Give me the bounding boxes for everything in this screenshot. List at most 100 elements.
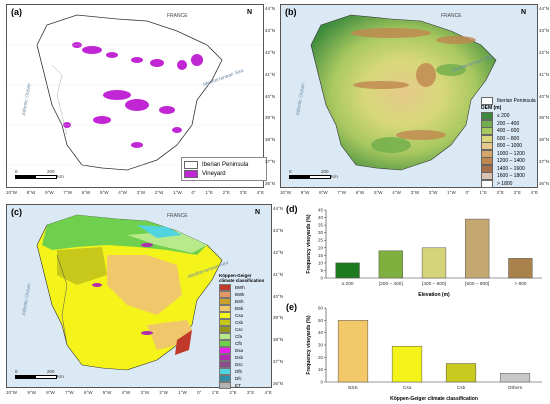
x-tick: 3°E [239, 190, 247, 195]
x-tick: 4°E [256, 190, 264, 195]
y-axis-label: Frequency vineyards (%) [306, 214, 312, 274]
panel-a: (a) N FRANCE Atlantic Ocean Mediterranea… [0, 0, 275, 200]
dem-legend-label: 600 – 800 [497, 135, 520, 142]
kg-legend-label: BWh [235, 285, 245, 290]
scale-zero: 0 [15, 369, 18, 374]
kg-dfb [137, 225, 182, 238]
y-tick: 39°N [265, 115, 276, 121]
kg-legend-label: BSh [235, 299, 244, 304]
panel-d: (d) 0 5 10 15 20 25 30 35 40 45 ≤ 200 [200 – 400] [4… [286, 204, 548, 298]
dem-legend-label: 1400 – 1600 [497, 165, 525, 172]
x-tick: 6°W [355, 190, 365, 195]
scale-bar [289, 175, 331, 179]
panel-b: (b) N FRANCE Atlantic Ocean Mediterranea… [278, 0, 550, 200]
x-tick: 0° [197, 390, 202, 395]
dem-legend-label: 800 – 1000 [497, 143, 523, 150]
y-tick: 36°N [273, 381, 284, 386]
y-tick-label: 20 [318, 355, 324, 360]
dem-legend-title: DEM (m) [481, 104, 502, 111]
x-tick: 7°W [65, 390, 74, 395]
x-tick-label: [400 – 600] [422, 281, 446, 287]
y-tick: 38°N [273, 337, 284, 343]
y-tick: 40°N [539, 93, 550, 99]
kg-legend-row: Csc [219, 326, 264, 333]
kg-legend-label: ET [235, 383, 241, 388]
scale-max: 200 [47, 369, 55, 374]
y-tick-label: 35 [318, 223, 324, 228]
panel-b-label: (b) [285, 7, 297, 17]
panel-e-label: (e) [286, 302, 297, 312]
y-tick: 44°N [273, 206, 284, 211]
panel-a-y-ticks: 44°N 43°N 42°N 41°N 40°N 39°N 38°N 37°N … [265, 6, 275, 186]
x-tick: 2°E [222, 190, 230, 195]
dem-land [310, 14, 497, 171]
climate-chart: 0 10 20 30 40 50 60 BSK Csa Csb Others Köppen-Geige… [306, 306, 542, 402]
x-tick: 4°W [118, 190, 127, 195]
x-tick: 4°W [392, 190, 401, 195]
bar [499, 373, 531, 383]
y-tick-label: 40 [318, 330, 324, 335]
bar [391, 345, 423, 383]
panel-c-y-ticks: 44°N 43°N 42°N 41°N 40°N 39°N 38°N 37°N … [273, 206, 283, 386]
x-tick: 10°W [6, 390, 18, 395]
panel-b-x-ticks: 10°W 9°W 8°W 7°W 6°W 5°W 4°W 3°W 2°W 1°W… [280, 190, 538, 195]
y-tick: 43°N [265, 27, 276, 33]
scale-max: 200 [47, 169, 55, 174]
y-axis-label: Frequency vineyards (%) [306, 315, 312, 375]
kg-legend-row: BWh [219, 284, 264, 291]
kg-legend-row: BSk [219, 305, 264, 312]
scale-unit: Km [57, 374, 64, 379]
y-tick: 42°N [273, 249, 284, 255]
x-tick: 2°W [428, 190, 438, 195]
y-tick-label: 10 [318, 367, 324, 372]
x-tick: 1°W [173, 190, 182, 195]
x-tick: 5°W [102, 390, 112, 395]
kg-csb [57, 247, 107, 285]
bar [508, 258, 533, 279]
y-tick: 41°N [273, 271, 284, 277]
y-tick: 40°N [265, 93, 276, 99]
y-tick-label: 5 [320, 268, 323, 273]
panel-c: (c) N FRANCE Atlantic Ocean Mediterranea… [0, 202, 283, 404]
legend-iberia-label: Iberian Peninsula [202, 161, 249, 168]
x-tick: 1°E [211, 390, 220, 395]
y-tick: 44°N [539, 6, 550, 11]
x-tick: 9°W [45, 190, 54, 195]
kg-legend-label: Dfb [235, 369, 243, 374]
x-tick: 6°W [81, 190, 91, 195]
x-tick-label: > 800 [514, 281, 526, 287]
dem-legend-label: ≤ 200 [497, 113, 510, 120]
x-tick: 5°W [373, 190, 383, 195]
x-tick-label: Others [508, 385, 523, 391]
x-tick: 4°W [121, 390, 131, 395]
x-tick-label: BSK [348, 385, 358, 391]
panel-a-x-ticks: 10°W 8°W 9°W 7°W 6°W 5°W 4°W 3°W 2°W 1°W… [6, 190, 264, 195]
x-tick: 2°W [159, 390, 168, 395]
legend-vineyard-label: Vineyard [202, 170, 226, 177]
dem-legend-label: 1000 – 1200 [497, 150, 525, 157]
dem-legend-label: 200 – 400 [497, 120, 520, 127]
x-tick: 6°W [83, 390, 93, 395]
x-tick-label: [200 – 400] [379, 281, 403, 287]
x-tick: 0° [191, 190, 196, 195]
kg-legend-row: Dsc [219, 361, 264, 368]
x-tick: 3°E [246, 390, 255, 395]
kg-legend-label: Cfb [235, 341, 243, 346]
x-tick: 3°W [140, 390, 150, 395]
y-tick-label: 15 [318, 253, 324, 258]
y-tick: 40°N [273, 293, 284, 299]
x-tick: 2°W [154, 190, 164, 195]
north-arrow-icon: N [255, 209, 261, 216]
kg-legend-row: Dfc [219, 375, 264, 382]
dem-legend-label: > 1800 [497, 180, 513, 187]
france-label: FRANCE [441, 13, 462, 19]
kg-legend-row: Csa [219, 312, 264, 319]
kg-legend-label: Dsc [235, 362, 243, 367]
kg-legend-row: Csb [219, 319, 264, 326]
x-tick: 7°W [63, 190, 72, 195]
bar [421, 247, 447, 279]
kg-legend-row: Dsa [219, 347, 264, 354]
x-tick-label: ≤ 200 [342, 281, 354, 287]
panel-d-label: (d) [286, 204, 298, 214]
panel-c-map [36, 214, 223, 371]
